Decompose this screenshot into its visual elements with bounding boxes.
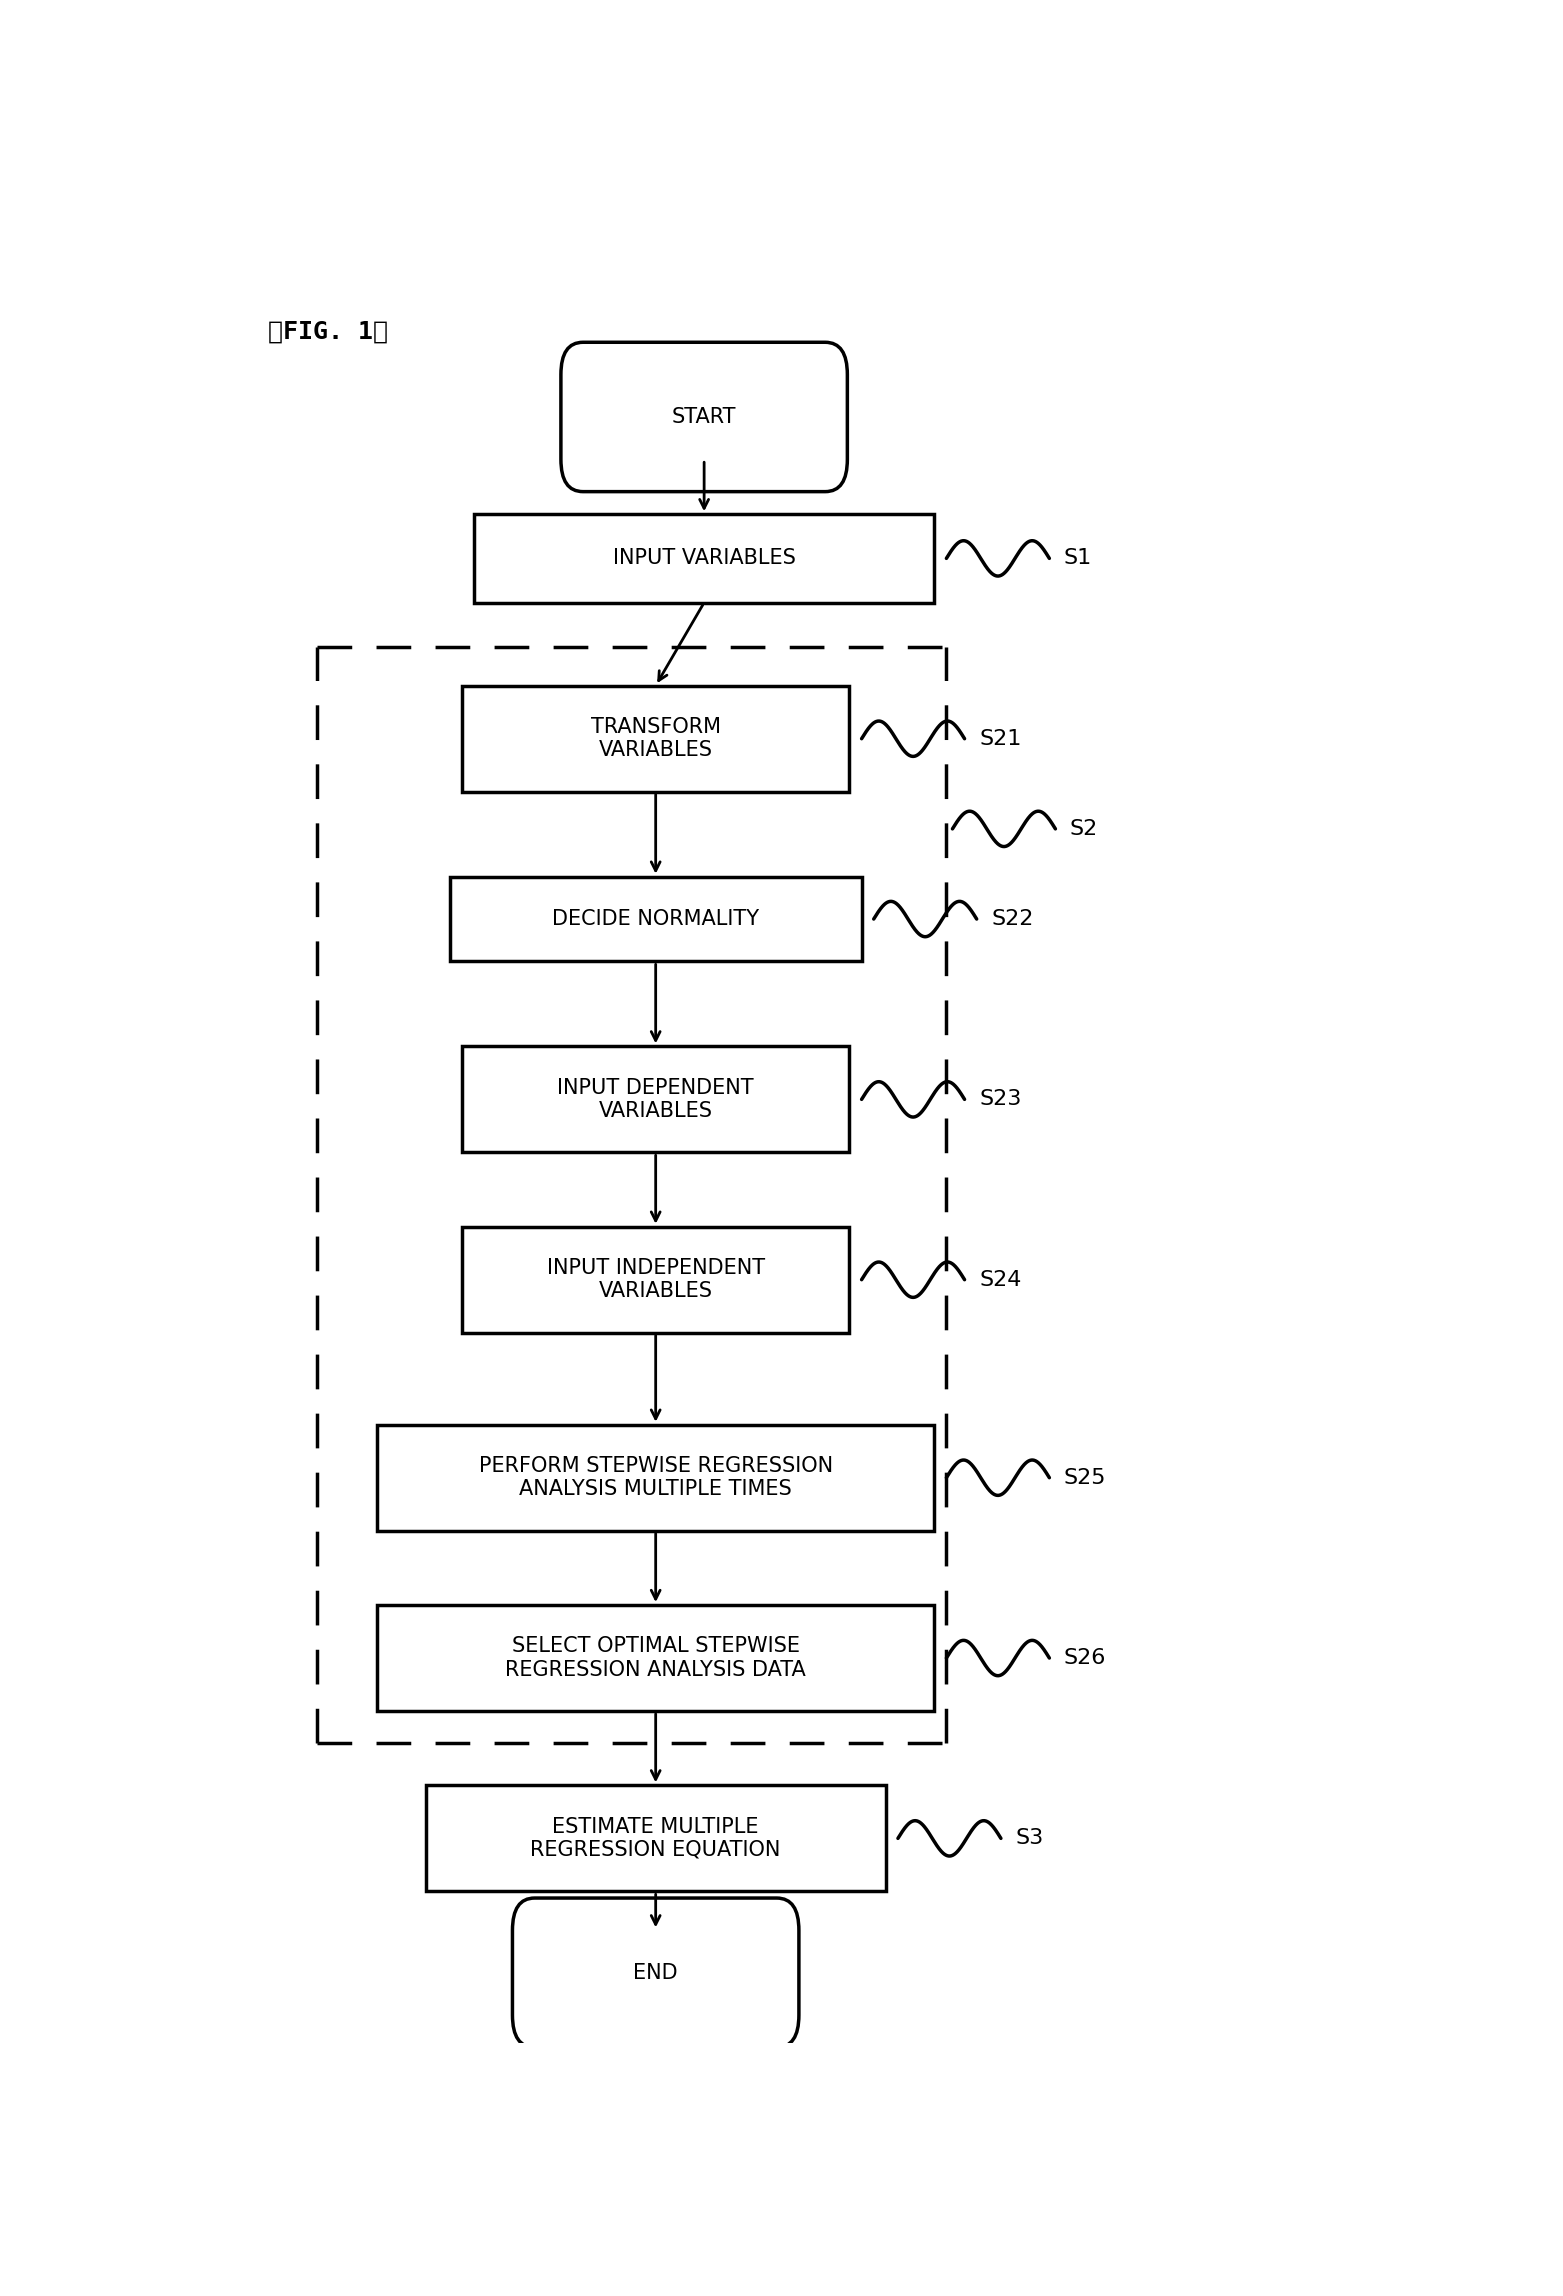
Text: INPUT VARIABLES: INPUT VARIABLES	[613, 549, 796, 569]
Text: 《FIG. 1》: 《FIG. 1》	[269, 319, 388, 344]
Text: S26: S26	[1064, 1649, 1107, 1667]
Text: S1: S1	[1064, 549, 1093, 569]
Text: S25: S25	[1064, 1467, 1107, 1488]
Bar	[377, 1424, 935, 1531]
Text: PERFORM STEPWISE REGRESSION
ANALYSIS MULTIPLE TIMES: PERFORM STEPWISE REGRESSION ANALYSIS MUL…	[478, 1456, 833, 1499]
FancyBboxPatch shape	[513, 1899, 799, 2048]
Text: TRANSFORM
VARIABLES: TRANSFORM VARIABLES	[591, 716, 721, 760]
Text: S3: S3	[1016, 1828, 1044, 1848]
Bar	[450, 877, 861, 962]
Bar	[474, 514, 935, 602]
Text: START: START	[672, 406, 736, 427]
FancyBboxPatch shape	[561, 342, 847, 491]
Text: S22: S22	[991, 909, 1033, 930]
Text: S2: S2	[1071, 820, 1099, 838]
Text: INPUT DEPENDENT
VARIABLES: INPUT DEPENDENT VARIABLES	[558, 1077, 753, 1120]
Bar	[425, 1786, 886, 1892]
Text: INPUT INDEPENDENT
VARIABLES: INPUT INDEPENDENT VARIABLES	[547, 1258, 764, 1302]
Text: ESTIMATE MULTIPLE
REGRESSION EQUATION: ESTIMATE MULTIPLE REGRESSION EQUATION	[530, 1816, 782, 1860]
Bar	[463, 687, 850, 792]
Bar	[463, 1047, 850, 1153]
Text: S21: S21	[978, 728, 1022, 748]
Text: END: END	[633, 1963, 678, 1984]
Text: S24: S24	[978, 1270, 1022, 1290]
Text: SELECT OPTIMAL STEPWISE
REGRESSION ANALYSIS DATA: SELECT OPTIMAL STEPWISE REGRESSION ANALY…	[505, 1637, 807, 1681]
Text: S23: S23	[978, 1088, 1022, 1109]
Bar	[377, 1605, 935, 1711]
Text: DECIDE NORMALITY: DECIDE NORMALITY	[552, 909, 760, 930]
Bar	[463, 1226, 850, 1332]
